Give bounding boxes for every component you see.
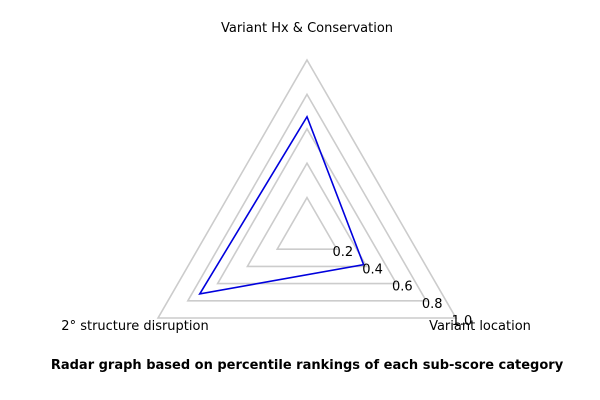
grid-ring-5 bbox=[156, 58, 458, 319]
chart-caption: Radar graph based on percentile rankings… bbox=[50, 358, 564, 373]
grid-ring-2 bbox=[246, 161, 368, 268]
grid-ring-4 bbox=[186, 92, 428, 302]
grid-ring-1 bbox=[275, 196, 339, 250]
axis-label: 2° structure disruption bbox=[61, 319, 208, 334]
axis-label: Variant Hx & Conservation bbox=[221, 21, 393, 36]
tick-label: 0.6 bbox=[392, 280, 413, 295]
series-line-1 bbox=[198, 114, 365, 296]
tick-label: 0.4 bbox=[362, 262, 383, 277]
tick-label: 1.0 bbox=[452, 314, 473, 329]
axis-label: Variant location bbox=[429, 319, 531, 334]
grid-ring-3 bbox=[216, 127, 398, 285]
tick-label: 0.8 bbox=[422, 297, 443, 312]
tick-label: 0.2 bbox=[332, 245, 353, 260]
